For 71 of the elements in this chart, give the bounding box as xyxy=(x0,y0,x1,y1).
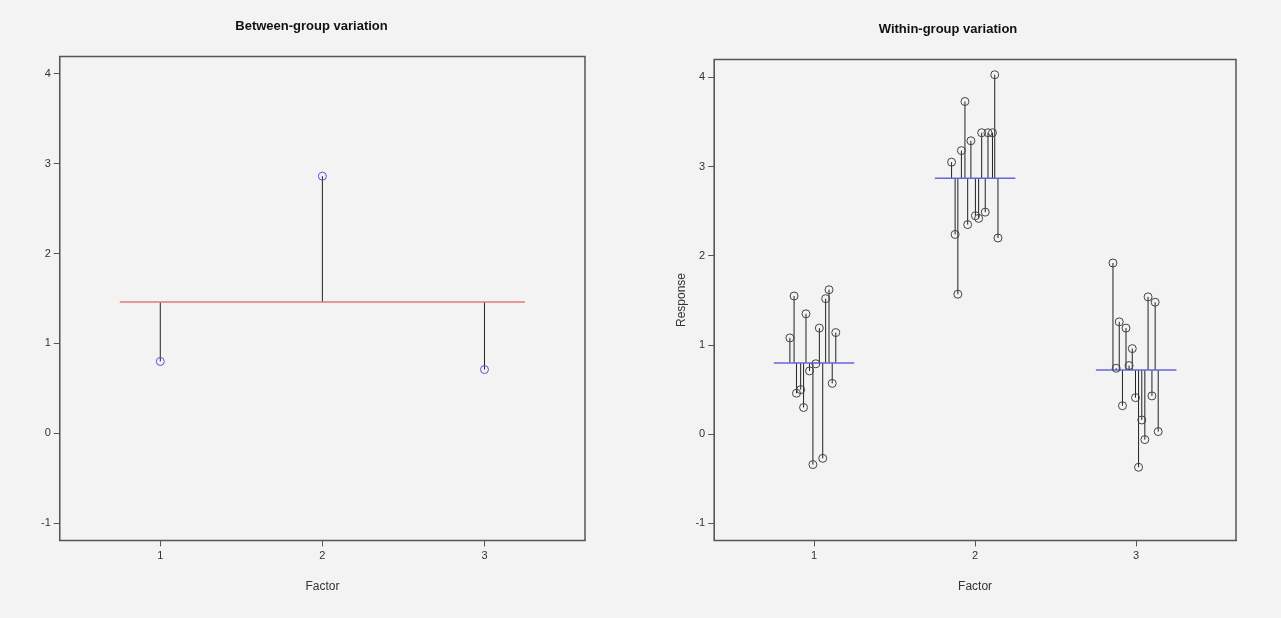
x-tick-label: 2 xyxy=(972,549,979,562)
point xyxy=(1140,435,1150,445)
point xyxy=(811,359,821,369)
y-tick-label: 0 xyxy=(699,427,706,440)
point xyxy=(791,388,801,398)
x-tick-label: 3 xyxy=(1133,549,1140,562)
point xyxy=(1124,361,1134,371)
x-axis-title: Factor xyxy=(305,579,340,594)
point xyxy=(1143,292,1153,302)
point xyxy=(824,285,834,295)
point xyxy=(821,294,831,304)
chart-title: Within-group variation xyxy=(878,21,1018,37)
point xyxy=(977,128,987,138)
point xyxy=(1153,427,1163,437)
point xyxy=(1150,297,1160,307)
point xyxy=(818,453,828,463)
point xyxy=(987,128,997,138)
point xyxy=(970,211,980,221)
point xyxy=(1114,317,1124,327)
point xyxy=(953,289,963,299)
point xyxy=(831,328,841,338)
point xyxy=(963,220,973,230)
y-tick-label: -1 xyxy=(695,516,706,529)
point xyxy=(990,70,1000,80)
point xyxy=(1131,393,1140,403)
point xyxy=(1108,258,1118,268)
point xyxy=(1134,462,1144,472)
y-tick-label: 1 xyxy=(699,338,706,351)
point xyxy=(960,97,970,107)
y-axis-title: Response xyxy=(673,272,688,328)
x-tick-label: 3 xyxy=(481,549,488,562)
y-tick-label: 3 xyxy=(44,156,51,169)
point xyxy=(980,207,990,217)
y-tick-label: 0 xyxy=(44,426,51,439)
point xyxy=(814,323,824,333)
point xyxy=(1147,391,1157,401)
point xyxy=(1121,323,1131,333)
point xyxy=(827,378,837,388)
point xyxy=(950,229,960,239)
point xyxy=(1111,363,1121,373)
point xyxy=(317,171,327,181)
point xyxy=(974,213,984,223)
point xyxy=(1137,415,1147,425)
point xyxy=(801,309,811,319)
x-tick-label: 1 xyxy=(157,549,164,562)
x-axis-title: Factor xyxy=(958,579,993,594)
point xyxy=(966,136,976,146)
chart-title: Between-group variation xyxy=(235,18,388,34)
point xyxy=(796,385,806,395)
point xyxy=(808,460,818,470)
y-tick-label: 2 xyxy=(44,246,51,259)
point xyxy=(1117,401,1127,411)
point xyxy=(799,402,809,412)
point xyxy=(983,128,993,138)
point xyxy=(789,291,799,301)
y-tick-label: 3 xyxy=(699,159,706,172)
point xyxy=(956,146,966,156)
y-tick-label: 2 xyxy=(699,248,706,261)
y-tick-label: 4 xyxy=(699,70,706,83)
point xyxy=(155,356,165,366)
y-tick-label: -1 xyxy=(41,516,51,529)
point xyxy=(785,333,795,343)
x-tick-label: 2 xyxy=(319,549,326,562)
point xyxy=(1127,344,1137,354)
point xyxy=(947,157,957,167)
y-tick-label: 4 xyxy=(44,66,51,79)
x-tick-label: 1 xyxy=(810,549,818,562)
point xyxy=(805,366,815,376)
point xyxy=(480,365,489,375)
point xyxy=(993,233,1003,243)
y-tick-label: 1 xyxy=(44,336,51,349)
